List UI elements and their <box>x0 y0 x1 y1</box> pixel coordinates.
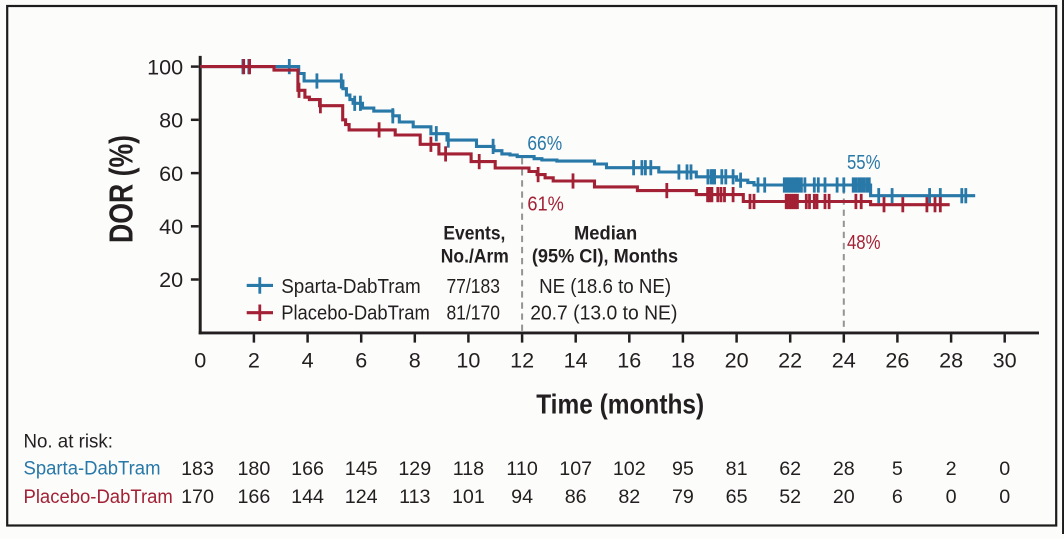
svg-text:166: 166 <box>237 486 270 508</box>
svg-text:0: 0 <box>999 458 1010 480</box>
svg-text:Events,: Events, <box>443 224 505 245</box>
svg-text:2: 2 <box>946 458 957 480</box>
svg-text:24: 24 <box>832 348 856 373</box>
svg-text:Sparta-DabTram: Sparta-DabTram <box>24 458 161 480</box>
svg-text:170: 170 <box>181 486 214 508</box>
svg-text:0: 0 <box>946 486 957 508</box>
svg-text:10: 10 <box>456 348 480 373</box>
svg-text:66%: 66% <box>527 133 562 155</box>
svg-text:52: 52 <box>779 486 801 508</box>
svg-text:77/183: 77/183 <box>446 276 500 298</box>
svg-text:113: 113 <box>399 486 430 508</box>
svg-text:94: 94 <box>511 486 533 508</box>
svg-text:8: 8 <box>409 348 421 373</box>
svg-text:79: 79 <box>672 486 694 508</box>
svg-text:4: 4 <box>302 348 314 373</box>
svg-text:28: 28 <box>833 458 855 480</box>
svg-text:0: 0 <box>194 348 206 373</box>
svg-text:0: 0 <box>999 486 1010 508</box>
svg-text:40: 40 <box>159 214 183 239</box>
svg-text:6: 6 <box>355 348 367 373</box>
svg-text:107: 107 <box>559 458 592 480</box>
svg-text:12: 12 <box>510 348 534 373</box>
svg-text:Median: Median <box>574 224 637 245</box>
svg-text:86: 86 <box>565 486 587 508</box>
svg-text:No. at risk:: No. at risk: <box>24 431 113 453</box>
svg-text:DOR (%): DOR (%) <box>104 135 140 243</box>
svg-text:95: 95 <box>672 458 694 480</box>
svg-text:(95% CI), Months: (95% CI), Months <box>532 247 678 268</box>
svg-text:14: 14 <box>564 348 588 373</box>
svg-text:5: 5 <box>892 458 903 480</box>
svg-text:NE (18.6 to NE): NE (18.6 to NE) <box>539 276 671 298</box>
svg-text:22: 22 <box>778 348 802 373</box>
svg-text:Placebo-DabTram: Placebo-DabTram <box>281 303 430 325</box>
svg-text:65: 65 <box>726 486 748 508</box>
svg-text:18: 18 <box>671 348 695 373</box>
svg-text:61%: 61% <box>527 194 564 216</box>
svg-text:102: 102 <box>613 458 646 480</box>
svg-text:81: 81 <box>726 458 748 480</box>
svg-text:82: 82 <box>618 486 640 508</box>
svg-text:101: 101 <box>452 486 485 508</box>
svg-text:20.7 (13.0 to NE): 20.7 (13.0 to NE) <box>530 303 677 325</box>
svg-text:6: 6 <box>892 486 903 508</box>
svg-text:16: 16 <box>617 348 641 373</box>
svg-text:Time (months): Time (months) <box>536 389 704 420</box>
svg-text:183: 183 <box>181 458 214 480</box>
svg-text:62: 62 <box>779 458 801 480</box>
svg-text:48%: 48% <box>847 232 881 254</box>
svg-text:26: 26 <box>885 348 909 373</box>
svg-text:No./Arm: No./Arm <box>441 247 509 268</box>
svg-text:100: 100 <box>147 54 183 79</box>
svg-text:28: 28 <box>939 348 963 373</box>
svg-text:166: 166 <box>291 458 324 480</box>
svg-text:20: 20 <box>833 486 855 508</box>
svg-text:110: 110 <box>506 458 537 480</box>
svg-text:129: 129 <box>398 458 431 480</box>
svg-text:124: 124 <box>345 486 378 508</box>
svg-text:20: 20 <box>159 267 183 292</box>
svg-text:55%: 55% <box>847 152 881 174</box>
svg-text:144: 144 <box>291 486 324 508</box>
svg-text:118: 118 <box>453 458 484 480</box>
svg-text:Placebo-DabTram: Placebo-DabTram <box>24 486 173 508</box>
svg-text:2: 2 <box>248 348 260 373</box>
svg-text:80: 80 <box>159 108 183 133</box>
svg-text:Sparta-DabTram: Sparta-DabTram <box>281 276 421 298</box>
svg-text:145: 145 <box>345 458 378 480</box>
svg-text:81/170: 81/170 <box>446 303 500 325</box>
svg-text:180: 180 <box>237 458 270 480</box>
svg-text:20: 20 <box>725 348 749 373</box>
svg-text:60: 60 <box>159 161 183 186</box>
svg-text:30: 30 <box>993 348 1017 373</box>
